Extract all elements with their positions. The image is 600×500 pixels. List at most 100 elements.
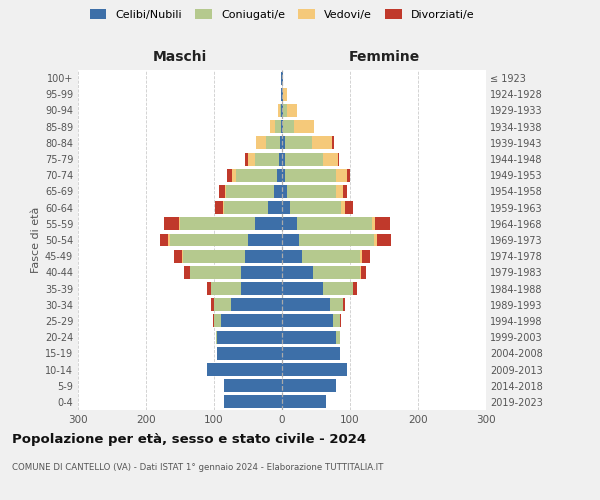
Bar <box>270 120 275 133</box>
Bar <box>207 363 282 376</box>
Bar <box>283 88 287 101</box>
Bar <box>282 363 347 376</box>
Bar <box>280 104 281 117</box>
Bar <box>282 185 287 198</box>
Bar <box>337 185 343 198</box>
Bar <box>212 314 214 328</box>
Bar <box>283 120 293 133</box>
Bar <box>277 169 282 181</box>
Bar <box>282 330 337 344</box>
Bar <box>312 136 332 149</box>
Bar <box>329 298 343 311</box>
Bar <box>353 282 357 295</box>
Bar <box>216 330 217 344</box>
Bar <box>282 201 290 214</box>
Bar <box>282 282 323 295</box>
Bar <box>281 72 282 85</box>
Bar <box>347 169 350 181</box>
Bar <box>221 314 282 328</box>
Bar <box>275 120 281 133</box>
Bar <box>170 234 248 246</box>
Bar <box>282 120 283 133</box>
Bar <box>224 396 282 408</box>
Bar <box>333 314 340 328</box>
Bar <box>227 169 232 181</box>
Bar <box>248 234 282 246</box>
Bar <box>184 266 190 279</box>
Bar <box>293 120 314 133</box>
Bar <box>287 185 337 198</box>
Bar <box>313 266 360 279</box>
Bar <box>231 298 282 311</box>
Bar <box>343 298 344 311</box>
Bar <box>248 152 255 166</box>
Text: Popolazione per età, sesso e stato civile - 2024: Popolazione per età, sesso e stato civil… <box>12 432 366 446</box>
Bar <box>274 185 282 198</box>
Bar <box>297 218 372 230</box>
Bar <box>241 266 282 279</box>
Bar <box>184 250 245 262</box>
Bar <box>179 218 180 230</box>
Bar <box>214 314 221 328</box>
Bar <box>256 136 266 149</box>
Bar <box>280 136 282 149</box>
Bar <box>282 266 313 279</box>
Bar <box>190 266 241 279</box>
Bar <box>362 250 370 262</box>
Bar <box>255 218 282 230</box>
Bar <box>282 298 329 311</box>
Bar <box>282 136 285 149</box>
Bar <box>360 250 362 262</box>
Bar <box>278 152 282 166</box>
Bar <box>182 250 184 262</box>
Bar <box>337 169 347 181</box>
Bar <box>323 282 353 295</box>
Bar <box>220 185 225 198</box>
Bar <box>282 234 299 246</box>
Bar <box>375 218 390 230</box>
Bar <box>341 201 344 214</box>
Bar <box>282 218 297 230</box>
Bar <box>340 314 341 328</box>
Bar <box>245 152 248 166</box>
Bar <box>282 88 283 101</box>
Bar <box>211 298 214 311</box>
Bar <box>268 201 282 214</box>
Bar <box>377 234 391 246</box>
Bar <box>281 104 282 117</box>
Bar <box>217 330 282 344</box>
Bar <box>282 152 286 166</box>
Bar <box>281 88 282 101</box>
Bar <box>241 282 282 295</box>
Bar <box>223 201 224 214</box>
Bar <box>282 169 286 181</box>
Bar <box>215 201 223 214</box>
Bar <box>207 282 211 295</box>
Bar <box>232 169 236 181</box>
Bar <box>169 234 170 246</box>
Bar <box>224 379 282 392</box>
Bar <box>160 234 169 246</box>
Legend: Celibi/Nubili, Coniugati/e, Vedovi/e, Divorziati/e: Celibi/Nubili, Coniugati/e, Vedovi/e, Di… <box>85 5 479 24</box>
Bar <box>360 266 361 279</box>
Bar <box>214 298 231 311</box>
Bar <box>226 185 274 198</box>
Bar <box>217 347 282 360</box>
Bar <box>211 282 241 295</box>
Bar <box>282 379 337 392</box>
Bar <box>282 104 283 117</box>
Bar <box>285 136 312 149</box>
Bar <box>323 152 338 166</box>
Text: COMUNE DI CANTELLO (VA) - Dati ISTAT 1° gennaio 2024 - Elaborazione TUTTITALIA.I: COMUNE DI CANTELLO (VA) - Dati ISTAT 1° … <box>12 462 383 471</box>
Bar <box>372 218 375 230</box>
Bar <box>225 185 226 198</box>
Bar <box>299 234 374 246</box>
Bar <box>281 120 282 133</box>
Bar <box>282 72 283 85</box>
Bar <box>282 396 326 408</box>
Bar <box>266 136 280 149</box>
Bar <box>302 250 360 262</box>
Text: Femmine: Femmine <box>349 50 419 64</box>
Bar <box>282 347 340 360</box>
Bar <box>290 201 341 214</box>
